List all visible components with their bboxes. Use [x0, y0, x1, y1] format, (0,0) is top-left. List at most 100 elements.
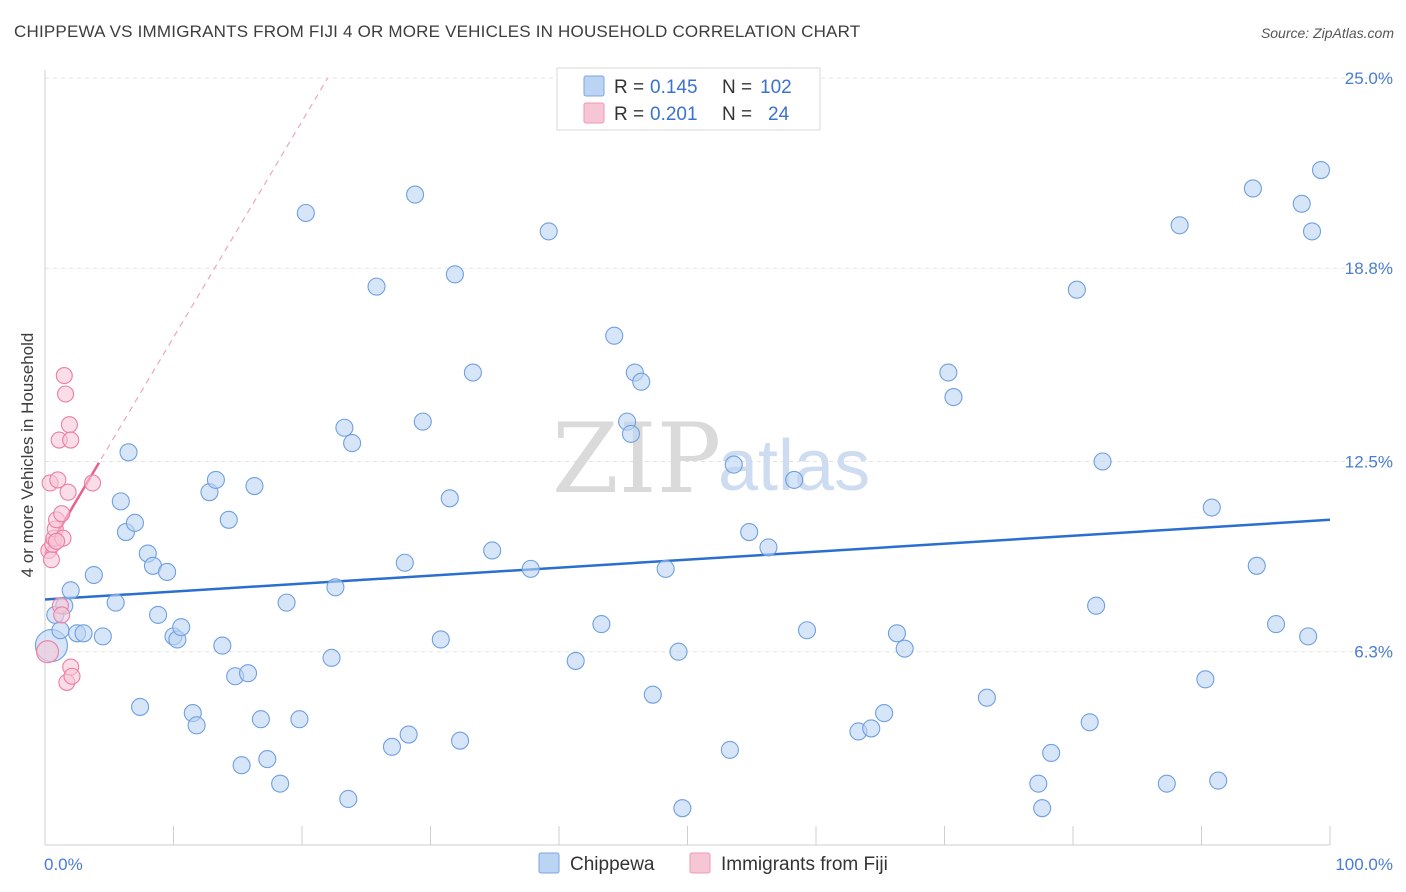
chippewa-point	[296, 203, 315, 223]
chippewa-point	[206, 470, 225, 489]
chippewa-point	[1196, 670, 1215, 689]
chippewa-point	[673, 799, 692, 818]
chippewa-point	[656, 559, 675, 578]
chippewa-point	[367, 277, 386, 296]
stats-legend: R = 0.145 N = 102 R = 0.201 N = 24	[556, 67, 821, 131]
chart-title: CHIPPEWA VS IMMIGRANTS FROM FIJI 4 OR MO…	[14, 22, 861, 41]
chippewa-point	[406, 185, 425, 204]
chippewa-point	[785, 470, 804, 489]
chippewa-point	[632, 372, 651, 391]
fiji-point	[49, 471, 67, 489]
legend-r-value-2: 0.201	[650, 104, 698, 125]
chippewa-point	[1080, 713, 1099, 732]
chippewa-point	[395, 553, 414, 572]
chippewa-point	[187, 716, 206, 735]
chippewa-point	[445, 265, 464, 284]
fiji-point	[83, 474, 102, 492]
chippewa-point	[290, 710, 309, 729]
y-tick-labels: 6.3% 12.5% 18.8% 25.0%	[1345, 69, 1393, 662]
chippewa-point	[158, 562, 177, 581]
legend-n-label-1: N =	[722, 77, 752, 98]
chippewa-point	[977, 688, 996, 707]
chippewa-point	[521, 559, 540, 578]
chippewa-point	[862, 719, 881, 738]
bottom-legend-label-chippewa: Chippewa	[570, 854, 655, 875]
chippewa-point	[271, 774, 290, 793]
chippewa-point	[724, 455, 743, 474]
chippewa-point	[759, 538, 778, 557]
trend-lines	[43, 77, 1331, 601]
chippewa-point	[939, 363, 958, 382]
chippewa-point	[605, 326, 624, 345]
legend-r-label-1: R =	[614, 77, 644, 98]
legend-r-label-2: R =	[614, 104, 644, 125]
chippewa-point	[84, 565, 103, 585]
chippewa-point	[258, 750, 277, 769]
x-tick-label-0: 0.0%	[44, 855, 83, 874]
chippewa-points	[34, 160, 1331, 818]
chippewa-point	[797, 621, 817, 640]
fiji-point	[57, 385, 75, 403]
chippewa-point	[51, 621, 70, 640]
chippewa-point	[643, 685, 662, 704]
fiji-points	[36, 367, 102, 691]
chippewa-point	[621, 424, 641, 443]
y-tick-label-2: 18.8%	[1345, 259, 1393, 278]
fiji-point	[42, 551, 60, 569]
chippewa-point	[93, 627, 112, 646]
chippewa-point	[483, 541, 502, 560]
series-legend: Chippewa Immigrants from Fiji	[538, 852, 888, 875]
chippewa-point	[669, 642, 688, 661]
chippewa-point	[944, 388, 963, 407]
y-tick-label-1: 12.5%	[1345, 453, 1393, 472]
chippewa-point	[1292, 194, 1311, 213]
chippewa-point	[1067, 280, 1086, 299]
bottom-legend-swatch-fiji	[689, 852, 711, 874]
chippewa-point	[335, 418, 354, 437]
bottom-legend-swatch-chippewa	[538, 852, 560, 874]
x-tick-labels: 0.0% 100.0%	[44, 855, 1393, 874]
fiji-point	[36, 640, 60, 664]
chippewa-point	[463, 363, 482, 382]
bottom-legend-label-fiji: Immigrants from Fiji	[721, 854, 888, 875]
chippewa-point	[1311, 160, 1331, 180]
fiji-point	[59, 483, 77, 501]
trend-line-chippewa	[44, 518, 1331, 601]
axes	[44, 70, 1331, 846]
chippewa-point	[106, 593, 125, 612]
chippewa-point	[566, 651, 585, 670]
chippewa-point	[740, 523, 759, 542]
chippewa-point	[592, 615, 611, 634]
chippewa-point	[431, 630, 450, 649]
chippewa-point	[1033, 799, 1052, 818]
chippewa-point	[131, 697, 150, 716]
fiji-point	[60, 416, 78, 434]
chippewa-point	[539, 222, 558, 241]
chippewa-point	[277, 593, 296, 612]
gridlines	[45, 77, 1392, 653]
chippewa-point	[1266, 615, 1286, 634]
chippewa-point	[1202, 498, 1221, 517]
chippewa-point	[1042, 743, 1061, 763]
chippewa-point	[440, 489, 459, 508]
chippewa-point	[1157, 774, 1176, 793]
chippewa-point	[1087, 596, 1106, 615]
chippewa-point	[251, 710, 270, 729]
x-tick-label-1: 100.0%	[1335, 855, 1393, 874]
chippewa-point	[451, 731, 470, 750]
chippewa-point	[1299, 627, 1318, 646]
watermark-atlas: atlas	[718, 426, 870, 506]
chippewa-point	[1302, 222, 1322, 241]
legend-swatch-chippewa	[583, 75, 605, 97]
chippewa-point	[149, 605, 168, 624]
legend-swatch-fiji	[583, 102, 605, 124]
legend-r-value-1: 0.145	[650, 77, 698, 98]
chippewa-point	[413, 412, 432, 431]
chippewa-point	[326, 578, 345, 597]
fiji-point	[53, 606, 71, 624]
chippewa-point	[875, 704, 894, 723]
chippewa-point	[343, 434, 362, 453]
chippewa-point	[1029, 774, 1048, 793]
chippewa-point	[1093, 452, 1112, 471]
fiji-point	[53, 505, 71, 523]
